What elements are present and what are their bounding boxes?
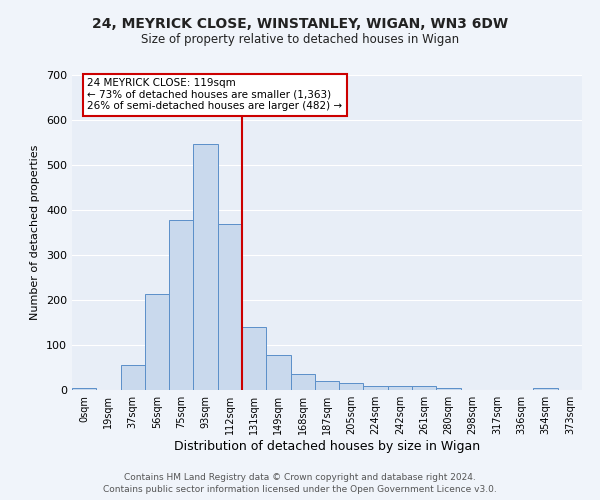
Text: Contains public sector information licensed under the Open Government Licence v3: Contains public sector information licen… [103, 485, 497, 494]
Bar [145, 294, 169, 390]
Bar [412, 386, 436, 390]
Bar [169, 220, 193, 390]
Bar [121, 365, 145, 390]
Bar [193, 144, 218, 390]
Text: 24 MEYRICK CLOSE: 119sqm
← 73% of detached houses are smaller (1,363)
26% of sem: 24 MEYRICK CLOSE: 119sqm ← 73% of detach… [88, 78, 343, 112]
Y-axis label: Number of detached properties: Number of detached properties [31, 145, 40, 320]
Text: Contains HM Land Registry data © Crown copyright and database right 2024.: Contains HM Land Registry data © Crown c… [124, 472, 476, 482]
Bar [218, 224, 242, 390]
Bar [290, 374, 315, 390]
Text: 24, MEYRICK CLOSE, WINSTANLEY, WIGAN, WN3 6DW: 24, MEYRICK CLOSE, WINSTANLEY, WIGAN, WN… [92, 18, 508, 32]
Bar [364, 386, 388, 390]
Bar [72, 388, 96, 390]
Bar [436, 388, 461, 390]
Bar [315, 381, 339, 390]
Bar [339, 383, 364, 390]
Bar [388, 386, 412, 390]
Bar [242, 327, 266, 390]
Bar [266, 356, 290, 390]
X-axis label: Distribution of detached houses by size in Wigan: Distribution of detached houses by size … [174, 440, 480, 453]
Bar [533, 388, 558, 390]
Text: Size of property relative to detached houses in Wigan: Size of property relative to detached ho… [141, 32, 459, 46]
